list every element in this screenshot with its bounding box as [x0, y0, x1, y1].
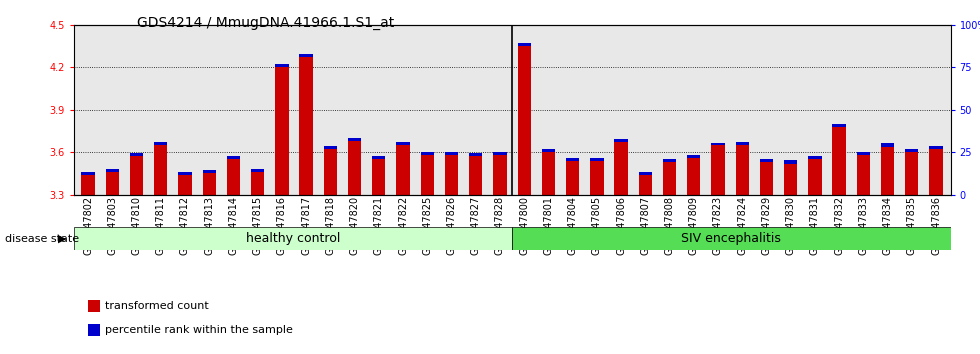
Bar [906, 152, 918, 195]
Bar [517, 43, 531, 46]
Bar [420, 152, 434, 155]
Bar [396, 145, 410, 195]
Bar [323, 146, 337, 149]
Bar [832, 124, 846, 127]
Text: transformed count: transformed count [105, 301, 209, 310]
Bar [154, 145, 168, 195]
Text: ▶: ▶ [58, 234, 67, 244]
Bar [808, 156, 821, 159]
Bar [832, 127, 846, 195]
Bar [275, 67, 288, 195]
Bar [226, 159, 240, 195]
Bar [784, 160, 798, 164]
Bar [203, 173, 216, 195]
Bar [857, 152, 870, 155]
Bar [469, 156, 482, 195]
Bar [639, 172, 652, 175]
Bar [590, 158, 604, 161]
Bar [493, 155, 507, 195]
Bar [929, 149, 943, 195]
Bar [590, 161, 604, 195]
Bar [129, 156, 143, 195]
Bar [106, 172, 119, 195]
Bar [760, 162, 773, 195]
Bar [178, 172, 192, 175]
Bar [251, 169, 265, 172]
Bar [614, 142, 628, 195]
Bar [512, 227, 951, 250]
Bar [348, 138, 362, 141]
Bar [469, 153, 482, 156]
Bar [662, 159, 676, 162]
Bar [275, 64, 288, 67]
Bar [445, 155, 458, 195]
Bar [566, 158, 579, 161]
Text: healthy control: healthy control [246, 232, 340, 245]
Bar [736, 145, 749, 195]
Bar [881, 143, 895, 147]
Bar [154, 142, 168, 145]
Bar [808, 159, 821, 195]
Bar [81, 175, 95, 195]
Bar [420, 155, 434, 195]
Bar [372, 156, 385, 159]
Text: GDS4214 / MmugDNA.41966.1.S1_at: GDS4214 / MmugDNA.41966.1.S1_at [137, 16, 394, 30]
Bar [251, 172, 265, 195]
Bar [662, 162, 676, 195]
Bar [81, 172, 95, 175]
Bar [711, 143, 724, 145]
Bar [106, 169, 119, 172]
Bar [566, 161, 579, 195]
Bar [129, 153, 143, 156]
Bar [687, 158, 701, 195]
Bar [857, 155, 870, 195]
Bar [929, 146, 943, 149]
Bar [614, 139, 628, 142]
Text: SIV encephalitis: SIV encephalitis [681, 232, 781, 245]
Bar [542, 149, 555, 152]
Bar [542, 152, 555, 195]
Bar [300, 57, 313, 195]
Text: disease state: disease state [5, 234, 79, 244]
Bar [445, 152, 458, 155]
Text: percentile rank within the sample: percentile rank within the sample [105, 325, 293, 335]
Bar [760, 159, 773, 162]
Bar [493, 152, 507, 155]
Bar [517, 46, 531, 195]
Bar [639, 175, 652, 195]
Bar [323, 149, 337, 195]
Bar [74, 227, 512, 250]
Bar [736, 142, 749, 145]
Bar [300, 54, 313, 57]
Bar [348, 141, 362, 195]
Bar [178, 175, 192, 195]
Bar [687, 155, 701, 158]
Bar [711, 145, 724, 195]
Bar [906, 149, 918, 152]
Bar [372, 159, 385, 195]
Bar [784, 164, 798, 195]
Bar [881, 147, 895, 195]
Bar [396, 142, 410, 145]
Bar [203, 170, 216, 173]
Bar [226, 156, 240, 159]
